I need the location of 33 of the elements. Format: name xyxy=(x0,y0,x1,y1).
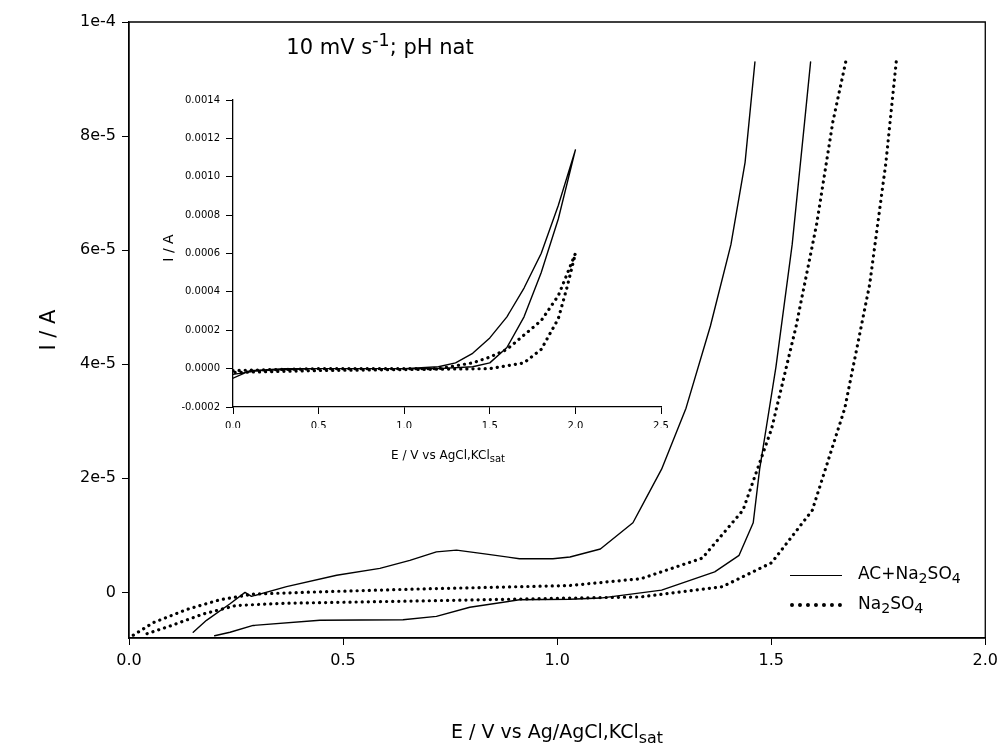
x-tick-label: 2.0 xyxy=(972,649,998,669)
text: 10 mV s$^{-1}$; pH nat xyxy=(286,30,474,59)
y-tick-label: 0.0010 xyxy=(185,170,220,182)
y-tick-label: 8e-5 xyxy=(80,125,116,145)
x-tick-label: 2.0 xyxy=(567,419,584,431)
y-tick-label: 1e-4 xyxy=(80,11,116,31)
y-axis-title: I / A xyxy=(36,309,60,351)
y-tick-label: 0.0002 xyxy=(185,323,220,335)
y-tick-label: 0.0004 xyxy=(185,285,220,297)
legend-label: Na$_{2}$SO$_{4}$ xyxy=(858,593,924,617)
y-tick-label: 4e-5 xyxy=(80,353,116,373)
x-tick-label: 1.5 xyxy=(481,419,498,431)
y-axis-title: I / A xyxy=(160,234,176,262)
y-tick-label: 0 xyxy=(105,581,116,601)
x-tick-label: 2.5 xyxy=(653,419,669,431)
x-tick-label: 1.5 xyxy=(758,649,784,669)
y-tick-label: 6e-5 xyxy=(80,239,116,259)
legend-label: AC+Na$_{2}$SO$_{4}$ xyxy=(858,563,961,587)
y-tick-label: 0.0012 xyxy=(185,131,220,143)
x-tick-label: 0.0 xyxy=(116,649,142,669)
y-tick-label: -0.0002 xyxy=(181,400,220,412)
y-tick-label: 0.0008 xyxy=(185,208,220,220)
y-tick-label: 2e-5 xyxy=(80,467,116,487)
x-tick-label: 0.0 xyxy=(225,419,241,431)
x-axis-title: E / V vs Ag/AgCl,KCl$_{sat}$ xyxy=(451,720,663,747)
x-tick-label: 0.5 xyxy=(330,649,356,669)
x-tick-label: 0.5 xyxy=(310,419,327,431)
y-tick-label: 0.0000 xyxy=(185,362,220,374)
x-tick-label: 1.0 xyxy=(544,649,570,669)
y-tick-label: 0.0014 xyxy=(185,93,220,105)
y-tick-label: 0.0006 xyxy=(185,247,220,259)
x-tick-label: 1.0 xyxy=(396,419,413,431)
x-axis-title: E / V vs AgCl,KCl$_{sat}$ xyxy=(391,448,505,465)
